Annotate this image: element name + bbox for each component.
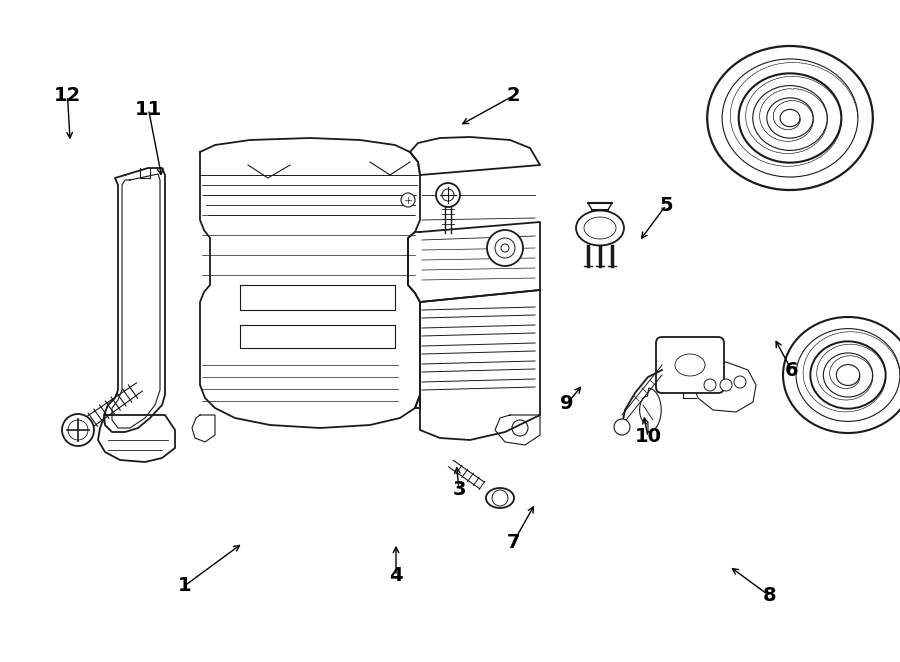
Polygon shape bbox=[495, 415, 540, 445]
Polygon shape bbox=[200, 138, 420, 428]
Ellipse shape bbox=[707, 46, 873, 190]
Ellipse shape bbox=[824, 353, 873, 397]
Polygon shape bbox=[693, 362, 756, 412]
Ellipse shape bbox=[576, 211, 624, 246]
Circle shape bbox=[734, 376, 746, 388]
Circle shape bbox=[614, 419, 630, 435]
Ellipse shape bbox=[783, 317, 900, 433]
Text: 11: 11 bbox=[135, 100, 162, 118]
Circle shape bbox=[436, 183, 460, 207]
Circle shape bbox=[704, 379, 716, 391]
Polygon shape bbox=[112, 174, 160, 428]
Text: 8: 8 bbox=[762, 587, 777, 605]
Text: 5: 5 bbox=[659, 196, 673, 214]
Polygon shape bbox=[192, 415, 215, 442]
Circle shape bbox=[62, 414, 94, 446]
Ellipse shape bbox=[836, 365, 860, 385]
Ellipse shape bbox=[796, 328, 900, 422]
Polygon shape bbox=[408, 222, 540, 302]
Circle shape bbox=[442, 189, 454, 201]
Text: 7: 7 bbox=[506, 534, 520, 552]
Text: 12: 12 bbox=[54, 87, 81, 105]
Ellipse shape bbox=[780, 109, 800, 126]
Text: 1: 1 bbox=[177, 577, 192, 595]
Ellipse shape bbox=[810, 342, 886, 408]
Circle shape bbox=[492, 490, 508, 506]
Ellipse shape bbox=[739, 73, 842, 163]
Ellipse shape bbox=[752, 85, 827, 150]
Circle shape bbox=[487, 230, 523, 266]
FancyBboxPatch shape bbox=[656, 337, 724, 393]
Ellipse shape bbox=[767, 98, 814, 138]
Circle shape bbox=[401, 193, 415, 207]
Polygon shape bbox=[240, 325, 395, 348]
Polygon shape bbox=[415, 290, 540, 440]
Ellipse shape bbox=[722, 59, 858, 177]
Polygon shape bbox=[240, 285, 395, 310]
Text: 3: 3 bbox=[452, 481, 466, 499]
Text: 10: 10 bbox=[634, 428, 662, 446]
Polygon shape bbox=[98, 415, 175, 462]
Ellipse shape bbox=[486, 488, 514, 508]
Circle shape bbox=[501, 244, 509, 252]
Polygon shape bbox=[410, 137, 540, 175]
Text: 9: 9 bbox=[560, 395, 574, 413]
Polygon shape bbox=[640, 388, 662, 432]
Text: 4: 4 bbox=[389, 567, 403, 585]
Polygon shape bbox=[104, 168, 165, 432]
Circle shape bbox=[495, 238, 515, 258]
Text: 2: 2 bbox=[506, 87, 520, 105]
Circle shape bbox=[720, 379, 732, 391]
Text: 6: 6 bbox=[785, 361, 799, 380]
